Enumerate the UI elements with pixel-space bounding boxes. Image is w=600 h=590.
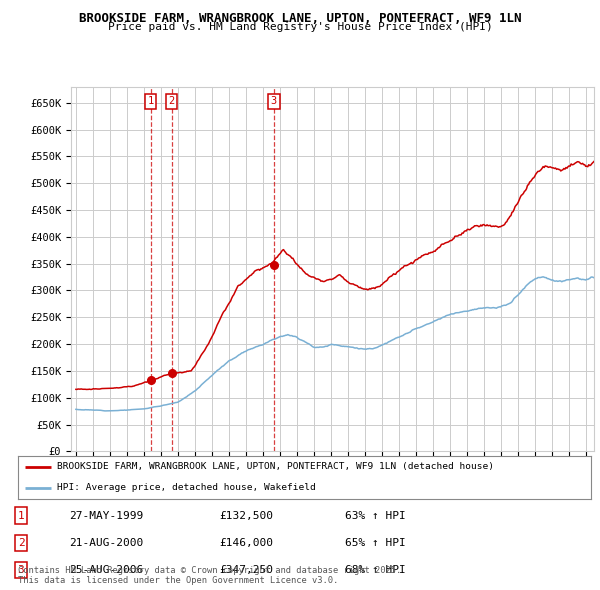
- Text: £347,250: £347,250: [219, 565, 273, 575]
- Text: 3: 3: [271, 96, 277, 106]
- Text: 25-AUG-2006: 25-AUG-2006: [69, 565, 143, 575]
- Text: £146,000: £146,000: [219, 538, 273, 548]
- Text: 27-MAY-1999: 27-MAY-1999: [69, 510, 143, 520]
- Text: 68% ↑ HPI: 68% ↑ HPI: [345, 565, 406, 575]
- Text: 2: 2: [17, 538, 25, 548]
- Text: 3: 3: [17, 565, 25, 575]
- Text: BROOKSIDE FARM, WRANGBROOK LANE, UPTON, PONTEFRACT, WF9 1LN: BROOKSIDE FARM, WRANGBROOK LANE, UPTON, …: [79, 12, 521, 25]
- Text: Contains HM Land Registry data © Crown copyright and database right 2025.
This d: Contains HM Land Registry data © Crown c…: [18, 566, 401, 585]
- Text: 1: 1: [17, 510, 25, 520]
- Text: 2: 2: [169, 96, 175, 106]
- Text: HPI: Average price, detached house, Wakefield: HPI: Average price, detached house, Wake…: [57, 483, 316, 493]
- Text: £132,500: £132,500: [219, 510, 273, 520]
- Text: Price paid vs. HM Land Registry's House Price Index (HPI): Price paid vs. HM Land Registry's House …: [107, 22, 493, 32]
- Text: 21-AUG-2000: 21-AUG-2000: [69, 538, 143, 548]
- Text: 1: 1: [148, 96, 154, 106]
- Text: 63% ↑ HPI: 63% ↑ HPI: [345, 510, 406, 520]
- Text: BROOKSIDE FARM, WRANGBROOK LANE, UPTON, PONTEFRACT, WF9 1LN (detached house): BROOKSIDE FARM, WRANGBROOK LANE, UPTON, …: [57, 462, 494, 471]
- Text: 65% ↑ HPI: 65% ↑ HPI: [345, 538, 406, 548]
